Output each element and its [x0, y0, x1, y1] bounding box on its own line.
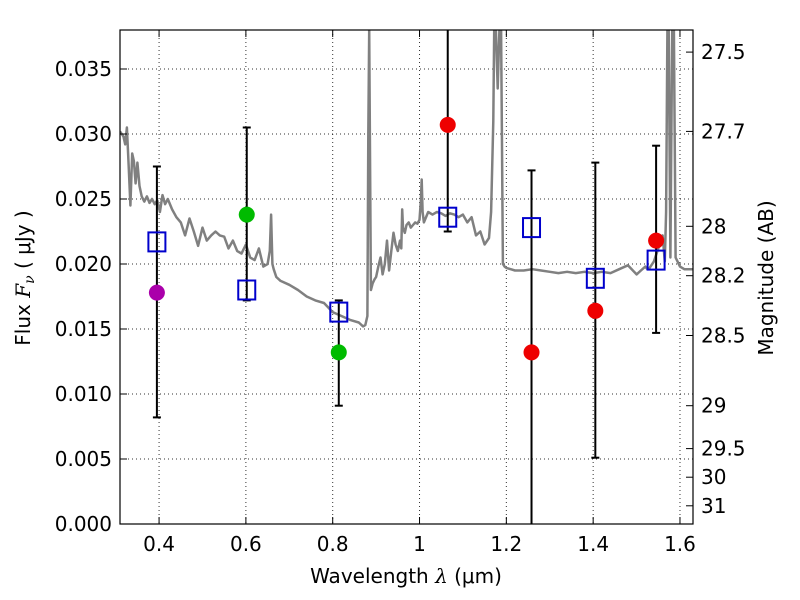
- observed-point-red: [439, 116, 456, 133]
- model-point: [585, 267, 605, 289]
- x-ticks: 0.4 0.6 0.8 1 1.2 1.4 1.6: [143, 30, 696, 556]
- y-tick-label: 0.000: [55, 512, 112, 536]
- x-tick-label: 1.6: [664, 532, 696, 556]
- x-axis-label-text: Wavelength: [310, 564, 429, 588]
- grid-lines: [120, 30, 693, 525]
- model-point: [147, 231, 167, 253]
- model-point: [522, 217, 542, 239]
- y2-tick-label: 29: [701, 394, 726, 418]
- y2-tick-label: 30: [701, 465, 726, 489]
- x-axis-label: Wavelength λ (μm): [310, 564, 502, 588]
- model-points-layer: [147, 206, 666, 323]
- y-axis-label-text: Flux: [11, 304, 35, 346]
- x-tick-label: 0.4: [143, 532, 175, 556]
- y-axis-label-symbol: F: [11, 283, 35, 299]
- observed-point-green: [238, 206, 255, 223]
- observed-points-layer: [148, 116, 665, 361]
- model-point: [237, 279, 257, 301]
- model-spectrum-layer: [120, 30, 693, 328]
- y2-tick-label: 28.2: [701, 264, 746, 288]
- y-axis-label-sub: ν: [22, 275, 38, 284]
- x-tick-label: 0.8: [317, 532, 349, 556]
- y2-tick-label: 27.5: [701, 40, 746, 64]
- y-tick-label: 0.010: [55, 382, 112, 406]
- x-tick-label: 1.4: [577, 532, 609, 556]
- errorbars-layer: [152, 30, 661, 524]
- y-axis-label: Flux Fν ( μJy ): [11, 210, 38, 345]
- y-tick-label: 0.025: [55, 187, 112, 211]
- y2-axis-label: Magnitude (AB): [754, 200, 778, 355]
- y-axis-label-unit: ( μJy ): [11, 210, 35, 269]
- x-tick-label: 0.6: [230, 532, 262, 556]
- observed-point-red: [523, 344, 540, 361]
- y-tick-label: 0.030: [55, 122, 112, 146]
- y2-tick-label: 27.7: [701, 119, 746, 143]
- x-tick-label: 1: [413, 532, 426, 556]
- x-tick-label: 1.2: [490, 532, 522, 556]
- model-point: [329, 301, 349, 323]
- y2-tick-label: 31: [701, 494, 726, 518]
- y-tick-label: 0.005: [55, 447, 112, 471]
- observed-point-red: [587, 302, 604, 319]
- x-axis-label-symbol: λ: [434, 564, 448, 588]
- model-point: [438, 206, 458, 228]
- x-axis-label-unit: (μm): [454, 564, 502, 588]
- y-tick-label: 0.035: [55, 57, 112, 81]
- y2-tick-label: 28: [701, 214, 726, 238]
- model-spectrum-line: [120, 30, 693, 328]
- y2-tick-label: 29.5: [701, 437, 746, 461]
- y-ticks: 0.000 0.005 0.010 0.015 0.020 0.025 0.030 0.035: [55, 57, 127, 536]
- plot-frame: [119, 29, 694, 525]
- observed-point-purple: [148, 284, 165, 301]
- y2-ticks: 27.5 27.7 28 28.2 28.5 29 29.5 30 31: [686, 40, 746, 518]
- observed-point-green: [330, 344, 347, 361]
- y-tick-label: 0.015: [55, 317, 112, 341]
- model-point: [646, 249, 666, 271]
- y2-tick-label: 28.5: [701, 324, 746, 348]
- y-tick-label: 0.020: [55, 252, 112, 276]
- observed-point-red: [648, 232, 665, 249]
